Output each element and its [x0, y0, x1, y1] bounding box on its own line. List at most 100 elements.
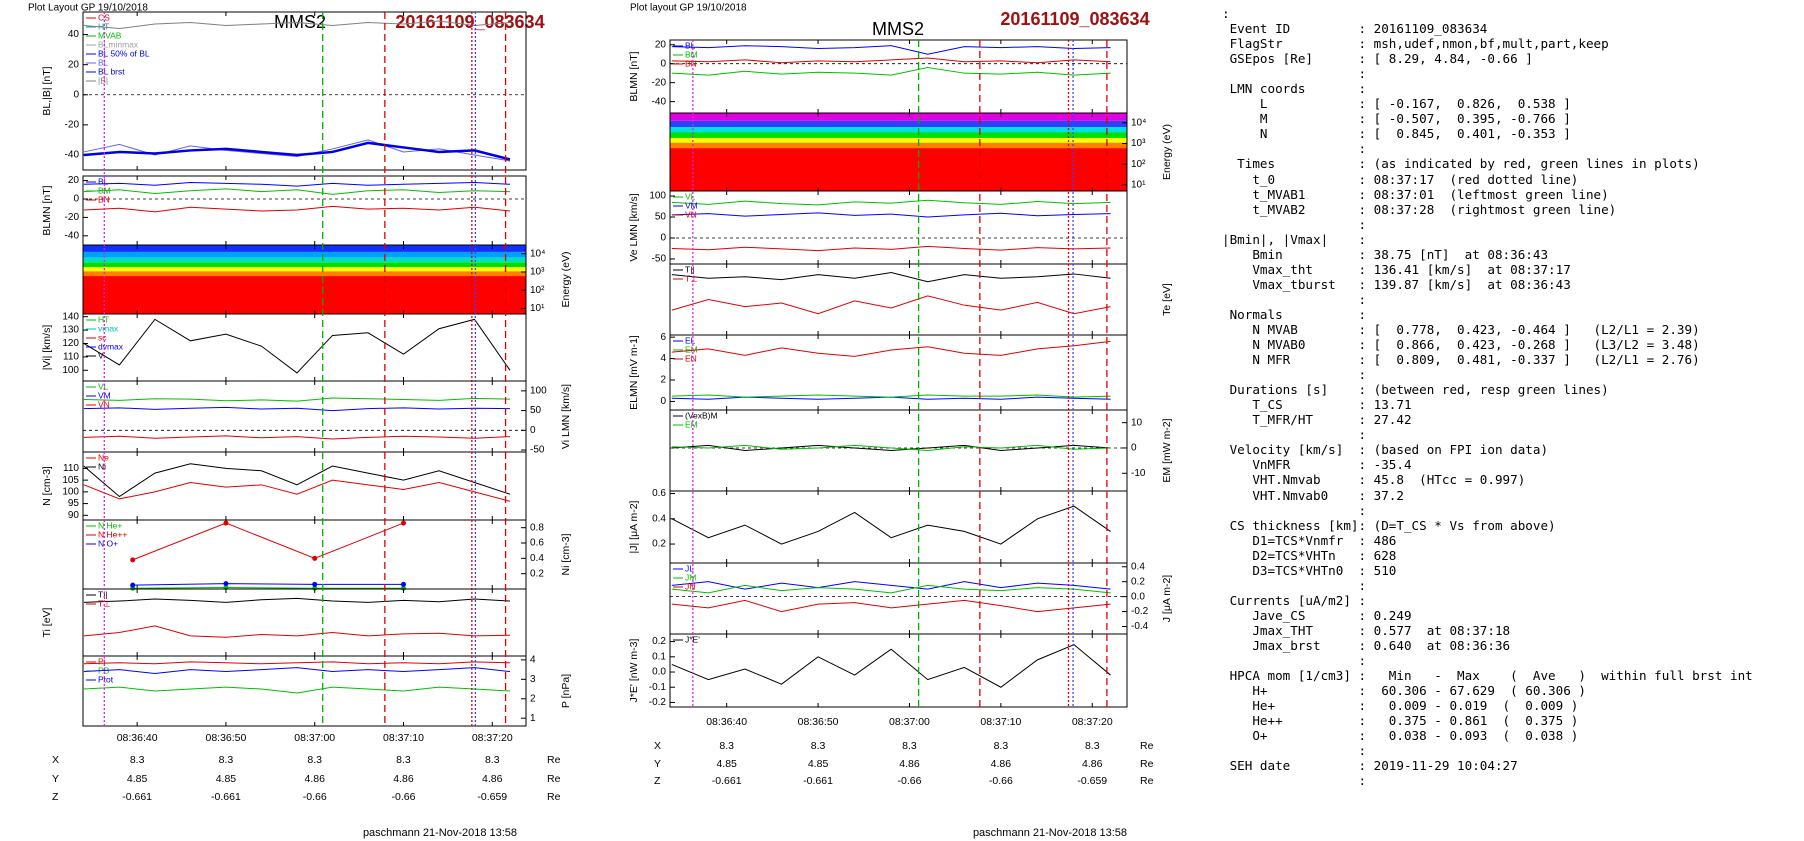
data-point: [130, 557, 136, 563]
summary-line: N MFR : [ 0.809, 0.481, -0.337 ] (L2/L1 …: [1222, 352, 1700, 368]
y-tick-label: 90: [68, 510, 80, 521]
y-tick-label: -40: [65, 230, 80, 241]
legend-label: dvmax: [98, 341, 124, 351]
summary-line: Jave_CS : 0.249: [1222, 607, 1412, 623]
position-value: 4.86: [1082, 758, 1103, 770]
summary-line: T_CS : 13.71: [1222, 397, 1412, 413]
position-value: 8.3: [811, 740, 826, 752]
y-tick-label: -20: [652, 77, 667, 88]
y-tick-label: 0.4: [530, 553, 544, 564]
series-line: [83, 406, 511, 412]
y-tick-label: -10: [1131, 468, 1146, 479]
position-value: -0.66: [392, 791, 416, 803]
series-line: [83, 205, 511, 213]
series-line: [83, 661, 511, 665]
x-tick-label: 08:36:50: [205, 732, 246, 744]
legend-label: N He+: [98, 520, 122, 530]
panel-frame: [669, 409, 1128, 492]
y-tick-label: 0.1: [652, 651, 666, 662]
series-line: [83, 479, 511, 502]
series-line: [83, 181, 511, 187]
legend-label: vmax: [98, 323, 119, 333]
series-line: [83, 686, 511, 694]
summary-line: GSEpos [Re] : [ 8.29, 4.84, -0.66 ]: [1222, 51, 1533, 67]
y-tick-label: -50: [652, 254, 667, 265]
panel-frame: [669, 334, 1128, 411]
summary-line: :: [1222, 66, 1367, 82]
summary-line: :: [1222, 367, 1367, 383]
y-axis-label: ELMN [mV m-1]: [628, 335, 640, 410]
series-line: [671, 505, 1111, 545]
x-tick-label: 08:36:40: [117, 732, 158, 744]
y-tick-label: 110: [63, 352, 79, 363]
y-tick-label: 0.2: [652, 539, 666, 550]
series-line: [83, 318, 511, 374]
row-label: Y: [52, 773, 59, 785]
summary-line: Event ID : 20161109_083634: [1222, 21, 1488, 37]
y-tick-label: 95: [68, 498, 80, 509]
summary-line: :: [1222, 6, 1230, 21]
y-tick-label: 0.0: [1131, 591, 1145, 602]
series-line: [132, 583, 404, 586]
x-tick-label: 08:36:40: [706, 716, 747, 728]
y-tick-label: 100: [530, 386, 547, 397]
y-tick-label: 140: [62, 311, 79, 322]
panel-frame: [82, 11, 527, 171]
row-label: X: [52, 754, 59, 766]
y-axis-label: N [cm-3]: [41, 466, 53, 506]
position-value: 8.3: [307, 754, 322, 766]
legend-label: VM: [685, 200, 698, 210]
event-id: 20161109_083634: [395, 12, 544, 32]
y-tick-label: 10³: [530, 267, 545, 278]
y-tick-label: 6: [660, 332, 666, 343]
legend-label: BN: [98, 194, 110, 204]
summary-line: VHT.Nmvab : 45.8 (HTcc = 0.997): [1222, 472, 1526, 488]
legend-label: VN: [685, 209, 697, 219]
y-tick-label: 20: [68, 59, 80, 70]
y-tick-label: 4: [660, 353, 666, 364]
y-tick-label: 10¹: [530, 303, 545, 314]
legend-label: BL: [98, 176, 109, 186]
series-line: [671, 272, 1111, 283]
summary-line: :: [1222, 141, 1367, 157]
legend-label: (VexB)M: [685, 410, 718, 420]
y-axis-label: BLMN [nT]: [41, 185, 53, 235]
summary-line: t_0 : 08:37:17 (red dotted line): [1222, 171, 1579, 187]
y-tick-label: 0.8: [530, 522, 544, 533]
panel-frame: [82, 655, 527, 727]
summary-line: He+ : 0.009 - 0.019 ( 0.009 ): [1222, 698, 1579, 714]
series-line: [671, 245, 1111, 252]
series-line: [132, 586, 404, 589]
series-line: [83, 20, 511, 30]
summary-line: Normals :: [1222, 306, 1367, 322]
summary-line: He++ : 0.375 - 0.861 ( 0.375 ): [1222, 713, 1579, 729]
legend-label: Pi: [98, 656, 106, 666]
legend-label: BL: [685, 40, 696, 50]
series-line: [83, 397, 511, 402]
row-label: Y: [654, 758, 661, 770]
y-tick-label: 0: [73, 89, 79, 100]
y-tick-label: 10²: [530, 285, 545, 296]
y-tick-label: 0.4: [652, 513, 666, 524]
spectrogram-band: [83, 257, 526, 263]
y-axis-label: BLMN [nT]: [628, 51, 640, 101]
panel-frame: [82, 451, 527, 521]
data-point: [130, 582, 136, 588]
legend-label: |B|: [98, 75, 108, 85]
row-label: X: [654, 740, 661, 752]
summary-line: t_MVAB2 : 08:37:28 (rightmost green line…: [1222, 201, 1617, 217]
series-line: [671, 599, 1111, 613]
y-tick-label: 0: [1131, 443, 1137, 454]
legend-label: Ptot: [98, 674, 114, 684]
spectrogram-band: [83, 262, 526, 268]
legend-label: VM: [98, 390, 111, 400]
y-tick-label: 10²: [1131, 159, 1146, 170]
summary-line: :: [1222, 427, 1367, 443]
y-tick-label: 2: [660, 375, 666, 386]
spectrogram-band: [83, 245, 526, 252]
event-id: 20161109_083634: [1000, 9, 1149, 29]
summary-line: Velocity [km/s] : (based on FPI ion data…: [1222, 442, 1549, 458]
panel-frame: [82, 175, 527, 246]
position-value: 4.86: [482, 773, 503, 785]
row-unit: Re: [547, 773, 561, 785]
